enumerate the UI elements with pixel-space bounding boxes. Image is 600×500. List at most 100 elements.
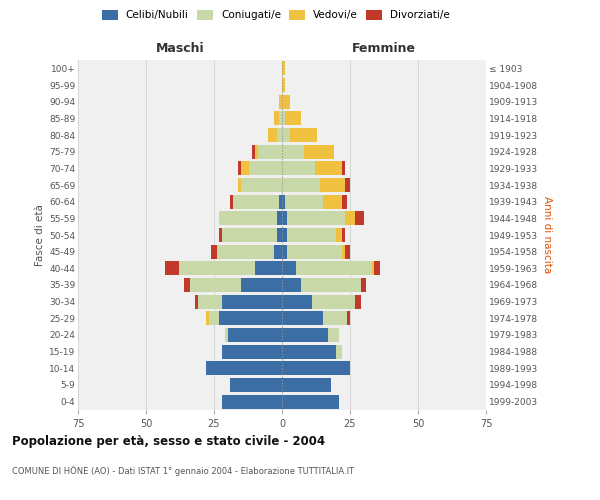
Bar xyxy=(344,244,350,259)
Bar xyxy=(287,244,342,259)
Bar xyxy=(344,211,355,226)
Bar xyxy=(211,244,217,259)
Bar xyxy=(282,278,301,292)
Bar xyxy=(287,211,344,226)
Bar xyxy=(342,162,344,175)
Bar xyxy=(282,112,285,126)
Bar xyxy=(372,261,374,276)
Bar xyxy=(250,162,282,175)
Y-axis label: Fasce di età: Fasce di età xyxy=(35,204,45,266)
Bar xyxy=(222,228,277,242)
Bar xyxy=(230,378,282,392)
Bar xyxy=(282,78,285,92)
Bar xyxy=(222,394,282,409)
Y-axis label: Anni di nascita: Anni di nascita xyxy=(542,196,552,274)
Bar xyxy=(257,144,282,159)
Bar xyxy=(255,261,282,276)
Bar xyxy=(285,194,323,209)
Bar xyxy=(282,361,350,376)
Bar xyxy=(241,178,282,192)
Bar xyxy=(282,244,287,259)
Bar xyxy=(277,128,282,142)
Bar xyxy=(220,211,277,226)
Bar xyxy=(241,162,250,175)
Bar xyxy=(195,294,197,308)
Bar xyxy=(179,261,255,276)
Bar xyxy=(282,62,285,76)
Bar xyxy=(282,344,337,359)
Text: Popolazione per età, sesso e stato civile - 2004: Popolazione per età, sesso e stato civil… xyxy=(12,435,325,448)
Bar xyxy=(282,94,290,109)
Bar xyxy=(241,278,282,292)
Bar xyxy=(165,261,179,276)
Bar xyxy=(312,294,355,308)
Bar xyxy=(342,244,344,259)
Bar xyxy=(279,194,282,209)
Bar xyxy=(255,144,257,159)
Bar xyxy=(220,228,222,242)
Bar xyxy=(301,278,361,292)
Bar xyxy=(217,244,274,259)
Bar xyxy=(282,328,328,342)
Bar xyxy=(342,228,344,242)
Bar xyxy=(355,294,361,308)
Bar xyxy=(374,261,380,276)
Bar xyxy=(184,278,190,292)
Bar xyxy=(209,311,220,326)
Bar xyxy=(274,112,279,126)
Bar xyxy=(355,211,364,226)
Bar xyxy=(282,128,290,142)
Bar xyxy=(282,228,287,242)
Bar xyxy=(274,244,282,259)
Bar xyxy=(225,328,227,342)
Text: COMUNE DI HÔNE (AO) - Dati ISTAT 1° gennaio 2004 - Elaborazione TUTTITALIA.IT: COMUNE DI HÔNE (AO) - Dati ISTAT 1° genn… xyxy=(12,465,354,475)
Bar xyxy=(279,112,282,126)
Bar xyxy=(285,112,301,126)
Bar xyxy=(337,344,342,359)
Text: Maschi: Maschi xyxy=(155,42,205,55)
Bar xyxy=(227,328,282,342)
Bar xyxy=(344,178,350,192)
Bar xyxy=(347,311,350,326)
Bar xyxy=(206,361,282,376)
Bar xyxy=(282,311,323,326)
Bar xyxy=(337,228,342,242)
Bar xyxy=(328,328,339,342)
Bar xyxy=(277,211,282,226)
Bar xyxy=(282,394,339,409)
Bar xyxy=(290,128,317,142)
Bar xyxy=(282,162,314,175)
Bar xyxy=(206,311,209,326)
Text: Femmine: Femmine xyxy=(352,42,416,55)
Bar xyxy=(296,261,372,276)
Bar xyxy=(197,294,222,308)
Bar xyxy=(222,344,282,359)
Bar xyxy=(282,194,285,209)
Bar xyxy=(220,311,282,326)
Bar xyxy=(304,144,334,159)
Bar xyxy=(238,162,241,175)
Bar xyxy=(279,94,282,109)
Bar xyxy=(238,178,241,192)
Bar xyxy=(342,194,347,209)
Bar xyxy=(282,294,312,308)
Bar xyxy=(230,194,233,209)
Bar xyxy=(361,278,367,292)
Bar xyxy=(320,178,344,192)
Bar xyxy=(268,128,277,142)
Bar xyxy=(282,178,320,192)
Bar xyxy=(282,211,287,226)
Bar xyxy=(323,194,342,209)
Bar xyxy=(323,311,347,326)
Bar xyxy=(252,144,255,159)
Bar xyxy=(222,294,282,308)
Bar xyxy=(233,194,279,209)
Bar xyxy=(314,162,342,175)
Bar xyxy=(277,228,282,242)
Bar xyxy=(282,144,304,159)
Legend: Celibi/Nubili, Coniugati/e, Vedovi/e, Divorziati/e: Celibi/Nubili, Coniugati/e, Vedovi/e, Di… xyxy=(102,10,450,20)
Bar xyxy=(282,378,331,392)
Bar xyxy=(190,278,241,292)
Bar xyxy=(282,261,296,276)
Bar xyxy=(287,228,337,242)
